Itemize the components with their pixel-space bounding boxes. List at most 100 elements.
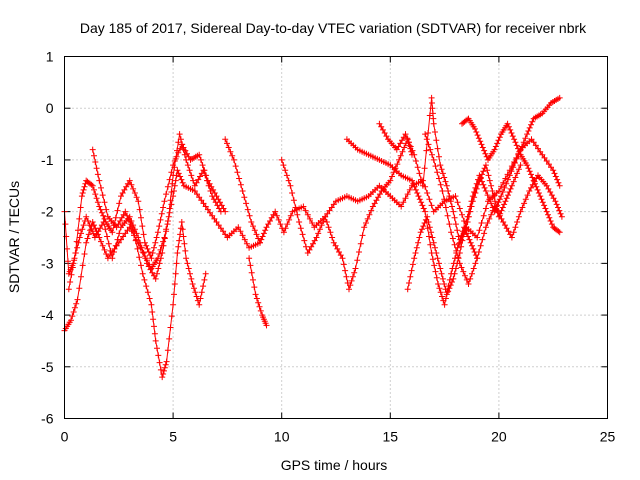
data-point <box>250 276 256 283</box>
data-point <box>283 172 290 179</box>
data-point <box>258 236 265 243</box>
data-point <box>259 233 266 240</box>
data-point <box>530 139 537 146</box>
data-point <box>519 204 526 211</box>
data-point <box>179 226 186 233</box>
data-point <box>407 273 414 280</box>
data-point <box>496 134 503 141</box>
data-point <box>272 208 279 215</box>
data-point <box>419 226 425 233</box>
data-point <box>480 212 487 219</box>
data-point <box>227 148 234 155</box>
data-point <box>297 225 304 232</box>
data-point <box>445 288 452 295</box>
data-point <box>425 130 432 136</box>
data-point <box>332 242 339 249</box>
data-point <box>172 270 179 277</box>
x-tick-label: 15 <box>383 429 399 445</box>
data-point <box>425 141 432 148</box>
data-point <box>159 374 166 381</box>
data-point <box>91 152 97 159</box>
data-point <box>79 262 86 269</box>
data-point <box>178 141 185 148</box>
y-tick-labels: -6 -5 -4 -3 -2 -1 0 1 <box>41 49 54 427</box>
data-point <box>502 175 509 182</box>
data-point <box>252 291 259 298</box>
data-point <box>524 131 531 138</box>
y-tick-label: -5 <box>41 359 54 375</box>
data-point <box>149 309 156 315</box>
data-point <box>151 323 157 330</box>
data-point <box>161 235 168 242</box>
data-point <box>439 188 446 194</box>
data-point <box>168 313 175 320</box>
data-point <box>151 330 158 337</box>
data-point <box>552 173 559 180</box>
data-point <box>474 132 481 139</box>
data-point <box>434 169 441 176</box>
data-point <box>165 213 172 220</box>
data-point <box>400 199 407 206</box>
series-trace <box>68 143 226 290</box>
data-point <box>547 189 554 195</box>
data-point <box>220 205 227 212</box>
data-point <box>476 227 483 234</box>
data-point <box>438 166 445 173</box>
data-point <box>512 160 518 166</box>
data-point <box>513 142 520 149</box>
data-point <box>336 249 342 255</box>
data-point <box>278 156 285 163</box>
data-point <box>170 162 177 169</box>
data-point <box>103 206 110 213</box>
data-point <box>109 229 116 236</box>
data-point <box>222 231 229 238</box>
data-point <box>366 211 373 218</box>
data-point <box>325 224 332 231</box>
data-point <box>301 237 308 244</box>
data-point <box>467 239 474 246</box>
data-point <box>210 186 217 193</box>
data-point <box>428 202 435 209</box>
data-point <box>444 212 451 219</box>
data-point <box>186 167 193 174</box>
data-point <box>472 260 479 267</box>
data-point <box>498 215 505 222</box>
data-point <box>467 275 474 282</box>
data-point <box>525 128 532 134</box>
data-point <box>144 289 151 296</box>
data-point <box>437 162 444 169</box>
data-point <box>172 177 179 184</box>
data-point <box>318 222 325 229</box>
data-point <box>434 145 441 152</box>
data-point <box>450 208 457 215</box>
data-point <box>439 170 446 177</box>
data-point <box>144 245 151 252</box>
data-point <box>475 249 482 255</box>
data-point <box>215 222 222 229</box>
data-point <box>184 162 191 169</box>
data-point <box>211 190 218 196</box>
data-point <box>495 209 501 216</box>
data-point <box>65 258 71 265</box>
data-point <box>256 303 263 310</box>
data-point <box>78 193 85 200</box>
data-point <box>442 204 449 211</box>
data-point <box>280 229 287 236</box>
data-point <box>124 227 131 234</box>
data-point <box>220 228 227 235</box>
data-point <box>168 189 175 195</box>
data-point <box>67 279 74 285</box>
data-point <box>452 193 459 200</box>
data-point <box>513 155 520 162</box>
data-point <box>439 293 445 300</box>
y-tick-label: -3 <box>41 255 54 271</box>
data-point <box>175 149 182 156</box>
data-point <box>204 177 211 184</box>
data-point <box>166 205 173 212</box>
data-point <box>119 190 126 196</box>
data-point <box>128 181 135 188</box>
data-point <box>157 255 164 262</box>
data-point <box>130 185 137 192</box>
data-point <box>528 136 535 143</box>
data-point <box>196 194 203 201</box>
